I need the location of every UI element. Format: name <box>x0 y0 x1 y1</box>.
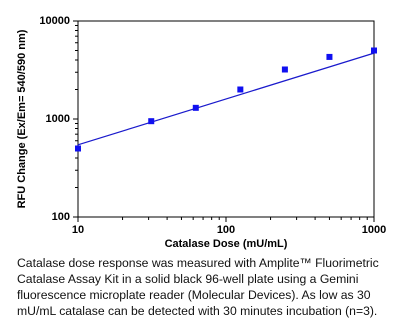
data-point <box>371 47 377 54</box>
x-tick-label: 10 <box>72 224 84 236</box>
fit-line <box>77 52 375 146</box>
data-point <box>237 86 244 93</box>
y-tick-label: 1000 <box>46 113 70 125</box>
data-point <box>75 145 81 152</box>
data-point <box>326 53 333 60</box>
data-point <box>192 104 199 111</box>
caption-line: mU/mL catalase can be detected with 30 m… <box>17 304 377 318</box>
caption-line: fluorescence microplate reader (Molecula… <box>17 288 371 302</box>
x-tick-label: 100 <box>217 224 235 236</box>
y-tick-label: 100 <box>52 211 70 223</box>
y-axis-label: RFU Change (Ex/Em= 540/590 nm) <box>16 29 28 208</box>
data-point <box>281 66 288 73</box>
x-tick-label: 1000 <box>362 224 386 236</box>
caption-line: Catalase Assay Kit in a solid black 96-w… <box>17 272 358 286</box>
caption-line: Catalase dose response was measured with… <box>17 256 379 270</box>
plot-frame <box>77 20 375 218</box>
x-axis-label: Catalase Dose (mU/mL) <box>165 238 288 250</box>
data-point <box>148 118 155 125</box>
y-tick-label: 10000 <box>39 15 70 27</box>
